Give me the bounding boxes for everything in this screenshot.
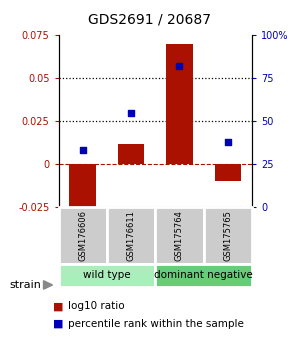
Text: dominant negative: dominant negative (154, 270, 253, 280)
Text: wild type: wild type (83, 270, 131, 280)
Text: GSM176606: GSM176606 (78, 210, 87, 261)
Text: ■: ■ (53, 301, 64, 311)
Text: GSM175764: GSM175764 (175, 210, 184, 261)
Text: log10 ratio: log10 ratio (68, 301, 124, 311)
Bar (69, 164, 96, 212)
Bar (155, 207, 204, 264)
Text: GDS2691 / 20687: GDS2691 / 20687 (88, 12, 212, 27)
Bar (166, 44, 193, 164)
Bar (155, 264, 252, 287)
Polygon shape (44, 281, 52, 289)
Text: GSM175765: GSM175765 (223, 210, 232, 261)
Bar (58, 264, 155, 287)
Text: ■: ■ (53, 319, 64, 329)
Bar (118, 144, 144, 164)
Point (80, 148, 85, 153)
Point (225, 139, 230, 145)
Text: percentile rank within the sample: percentile rank within the sample (68, 319, 243, 329)
Point (177, 63, 182, 69)
Bar (58, 207, 107, 264)
Point (129, 110, 134, 115)
Text: strain: strain (9, 280, 41, 290)
Bar (214, 164, 241, 181)
Bar (107, 207, 155, 264)
Bar (204, 207, 252, 264)
Text: GSM176611: GSM176611 (127, 210, 136, 261)
